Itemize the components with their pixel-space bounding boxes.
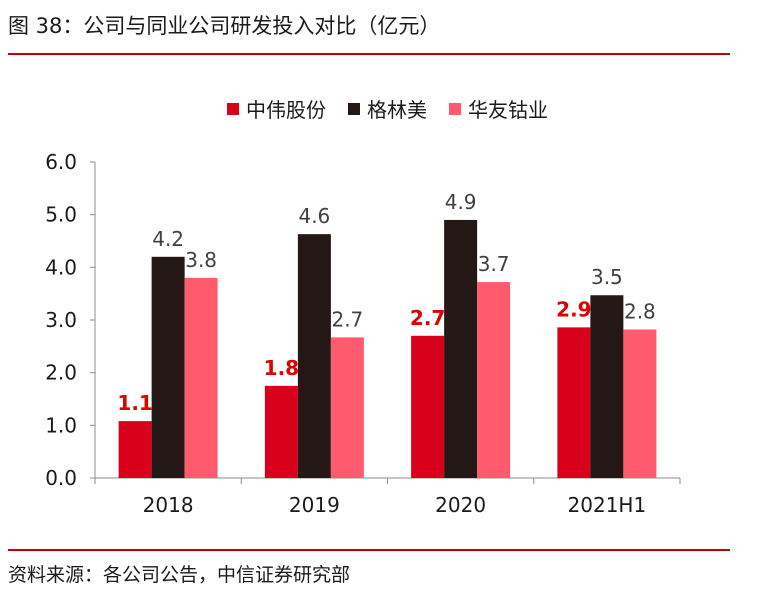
x-tick-label: 2021H1 bbox=[568, 493, 647, 517]
chart-legend: 中伟股份 格林美 华友钴业 bbox=[0, 94, 775, 123]
x-tick-label: 2018 bbox=[143, 493, 194, 517]
data-label: 1.8 bbox=[264, 356, 299, 380]
y-tick-label: 3.0 bbox=[45, 308, 77, 332]
data-label: 1.1 bbox=[117, 391, 152, 415]
title-rule bbox=[8, 53, 730, 55]
legend-swatch bbox=[227, 102, 239, 115]
bar bbox=[118, 421, 152, 478]
data-label: 3.8 bbox=[185, 248, 217, 272]
y-tick-label: 5.0 bbox=[45, 203, 77, 227]
bar bbox=[184, 277, 218, 478]
bar bbox=[557, 327, 591, 478]
bar bbox=[411, 335, 445, 478]
bar bbox=[477, 282, 511, 478]
data-label: 2.7 bbox=[331, 307, 363, 331]
bar bbox=[444, 219, 478, 478]
data-label: 4.6 bbox=[298, 204, 330, 228]
y-tick-label: 0.0 bbox=[45, 466, 77, 490]
bar bbox=[151, 256, 185, 478]
x-tick-label: 2020 bbox=[435, 493, 486, 517]
bar bbox=[297, 234, 331, 478]
legend-item-zhongwei: 中伟股份 bbox=[227, 94, 326, 123]
y-tick-label: 6.0 bbox=[45, 150, 77, 174]
data-label: 4.9 bbox=[445, 190, 477, 214]
legend-swatch bbox=[348, 102, 360, 115]
data-label: 2.9 bbox=[556, 297, 591, 321]
y-tick-label: 1.0 bbox=[45, 413, 77, 437]
data-label: 4.2 bbox=[152, 227, 184, 251]
data-label: 2.7 bbox=[410, 306, 445, 330]
source-note: 资料来源：各公司公告，中信证券研究部 bbox=[8, 564, 351, 586]
y-tick-label: 2.0 bbox=[45, 361, 77, 385]
x-tick-label: 2019 bbox=[289, 493, 340, 517]
figure-title: 图 38：公司与同业公司研发投入对比（亿元） bbox=[8, 14, 441, 38]
bar bbox=[590, 295, 624, 478]
legend-item-huayou: 华友钴业 bbox=[449, 94, 548, 123]
legend-label: 华友钴业 bbox=[468, 98, 548, 122]
source-rule bbox=[8, 549, 730, 551]
bar bbox=[264, 385, 298, 478]
bar bbox=[330, 337, 364, 478]
legend-label: 中伟股份 bbox=[246, 98, 326, 122]
data-label: 3.5 bbox=[591, 265, 623, 289]
legend-swatch bbox=[449, 102, 461, 115]
data-label: 3.7 bbox=[478, 252, 510, 276]
data-label: 2.8 bbox=[624, 299, 656, 323]
y-tick-label: 4.0 bbox=[45, 255, 77, 279]
bar bbox=[623, 329, 657, 478]
legend-label: 格林美 bbox=[367, 98, 427, 122]
legend-item-gem: 格林美 bbox=[348, 94, 427, 123]
